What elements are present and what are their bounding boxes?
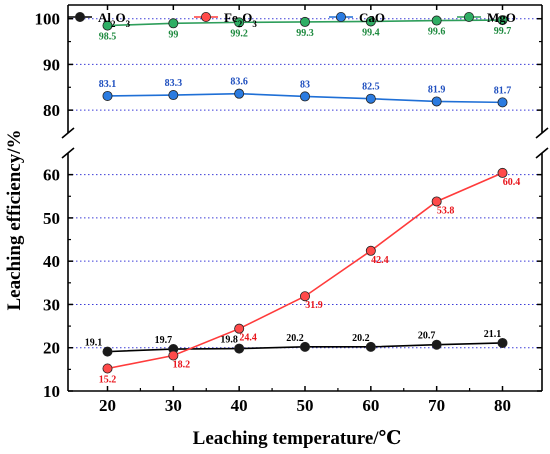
x-tick-label: 60 [362, 396, 379, 415]
data-point-mgo [431, 15, 442, 26]
y-tick-label: 80 [43, 101, 60, 120]
axes-layer: 10 20 30 40 50 60 80 90 100 20 30 40 50 60 70 80 [35, 4, 549, 415]
legend-marker [200, 11, 211, 22]
data-label-cao: 82.5 [362, 82, 380, 93]
data-label-fe2o3: 53.8 [437, 205, 455, 216]
x-tick-label: 50 [297, 396, 314, 415]
data-label-cao: 83 [300, 79, 310, 90]
data-label-fe2o3: 60.4 [503, 177, 521, 188]
data-point-al2o3 [497, 337, 508, 348]
right-axis-break-mark [535, 147, 549, 159]
data-label-mgo: 99.4 [362, 27, 380, 38]
data-label-fe2o3: 42.4 [371, 255, 389, 266]
data-label-fe2o3: 24.4 [239, 333, 257, 344]
x-axis-title: Leaching temperature/℃ [193, 428, 402, 449]
x-tick-label: 20 [99, 396, 116, 415]
data-point-fe2o3 [497, 167, 508, 178]
y-tick-label: 50 [43, 209, 60, 228]
data-label-al2o3: 19.1 [85, 338, 103, 349]
data-point-fe2o3 [234, 323, 245, 334]
data-label-mgo: 99.6 [428, 27, 446, 38]
data-point-al2o3 [102, 346, 113, 357]
y-tick-label: 30 [43, 295, 60, 314]
y-tick-label: 90 [43, 55, 60, 74]
grid-layer [68, 18, 542, 392]
legend-marker [75, 11, 86, 22]
data-label-mgo: 99.7 [494, 26, 512, 37]
data-label-mgo: 99.3 [296, 28, 314, 39]
data-point-fe2o3 [299, 291, 310, 302]
data-label-mgo: 99.2 [230, 28, 248, 39]
legend-label: MgO [487, 10, 516, 25]
data-point-fe2o3 [431, 196, 442, 207]
data-point-mgo [365, 16, 376, 27]
data-label-al2o3: 19.8 [220, 335, 238, 346]
data-point-al2o3 [431, 339, 442, 350]
data-label-al2o3: 20.2 [286, 333, 304, 344]
data-point-mgo [102, 20, 113, 31]
data-point-cao [102, 90, 113, 101]
y-tick-label: 40 [43, 252, 60, 271]
left-axis-break-mark [61, 127, 75, 139]
data-label-fe2o3: 31.9 [305, 300, 323, 311]
data-point-al2o3 [299, 341, 310, 352]
x-tick-label: 80 [494, 396, 511, 415]
data-point-mgo [234, 17, 245, 28]
y-axis-title: Leaching efficiency/% [4, 130, 25, 311]
data-point-al2o3 [365, 341, 376, 352]
data-point-cao [365, 93, 376, 104]
y-tick-label: 10 [43, 382, 60, 401]
data-label-al2o3: 19.7 [155, 335, 173, 346]
data-label-cao: 81.9 [428, 84, 446, 95]
data-label-cao: 83.1 [99, 79, 117, 90]
x-tick-label: 70 [428, 396, 445, 415]
data-label-mgo: 99 [168, 29, 178, 40]
legend-label: Fe2O3 [224, 10, 257, 29]
data-label-cao: 81.7 [494, 85, 512, 96]
data-label-al2o3: 20.2 [352, 333, 370, 344]
data-point-mgo [299, 16, 310, 27]
y-tick-label: 60 [43, 166, 60, 185]
legend-marker [463, 11, 474, 22]
legend-marker [335, 11, 346, 22]
legend-label: Al2O3 [98, 10, 131, 29]
data-label-fe2o3: 15.2 [99, 374, 117, 385]
data-point-fe2o3 [365, 245, 376, 256]
series-layer: 19.1 19.7 19.8 20.2 20.2 20.7 21.1 15.2 18.2 24.4… [85, 15, 521, 385]
data-point-cao [497, 97, 508, 108]
y-tick-label: 100 [35, 10, 61, 29]
data-label-al2o3: 20.7 [418, 331, 436, 342]
data-point-al2o3 [234, 343, 245, 354]
x-tick-label: 40 [231, 396, 248, 415]
data-label-cao: 83.6 [230, 77, 248, 88]
data-label-fe2o3: 18.2 [173, 360, 191, 371]
data-point-cao [168, 90, 179, 101]
data-point-cao [299, 91, 310, 102]
data-label-cao: 83.3 [165, 78, 183, 89]
data-label-mgo: 98.5 [99, 32, 117, 43]
data-point-cao [234, 88, 245, 99]
data-point-cao [431, 96, 442, 107]
data-point-fe2o3 [102, 363, 113, 374]
data-point-mgo [168, 18, 179, 29]
left-axis-break-mark [61, 147, 75, 159]
data-label-al2o3: 21.1 [484, 329, 502, 340]
right-axis-break-mark [535, 127, 549, 139]
y-tick-label: 20 [43, 339, 60, 358]
legend-label: CaO [359, 10, 385, 25]
data-point-mgo [497, 15, 508, 26]
data-point-fe2o3 [168, 350, 179, 361]
x-tick-label: 30 [165, 396, 182, 415]
legend: Al2O3 Fe2O3 CaO MgO [68, 10, 516, 29]
